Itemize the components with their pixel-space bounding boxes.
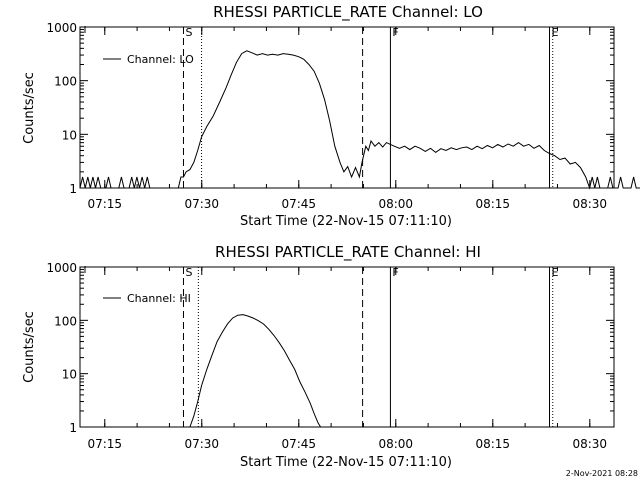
y-axis-label: Counts/sec [22, 311, 37, 383]
series-line [79, 50, 640, 190]
timestamp: 2-Nov-2021 08:28 [566, 469, 638, 478]
y-tick-label: 100 [54, 75, 77, 89]
event-marker-label: F [392, 266, 398, 279]
x-tick-label: 08:30 [572, 197, 607, 211]
legend-label: Channel: HI [127, 292, 191, 305]
x-tick-label: 08:00 [378, 197, 413, 211]
y-axis-label: Counts/sec [22, 72, 37, 144]
series-line [189, 314, 322, 428]
x-tick-label: 07:15 [87, 197, 122, 211]
x-tick-label: 07:15 [87, 437, 122, 451]
event-marker-label: E [552, 26, 559, 39]
x-tick-label: 08:15 [475, 437, 510, 451]
x-tick-label: 08:15 [475, 197, 510, 211]
panel-hi: RHESSI PARTICLE_RATE Channel: HI Counts/… [22, 243, 615, 470]
event-marker-label: S [185, 26, 192, 39]
event-marker-label: E [552, 266, 559, 279]
x-tick-label: 08:00 [378, 437, 413, 451]
y-tick-label: 1000 [46, 261, 77, 275]
y-tick-label: 10 [62, 368, 77, 382]
x-tick-label: 07:30 [184, 197, 219, 211]
plot-frame [79, 266, 615, 428]
y-tick-label: 100 [54, 314, 77, 328]
x-tick-label: 07:30 [184, 437, 219, 451]
y-tick-label: 1 [69, 421, 77, 435]
event-marker-label: S [185, 266, 192, 279]
event-marker-label: F [392, 26, 398, 39]
x-axis-label: Start Time (22-Nov-15 07:11:10) [240, 455, 452, 470]
y-tick-label: 1000 [46, 21, 77, 35]
x-tick-label: 08:30 [572, 437, 607, 451]
panel-lo: RHESSI PARTICLE_RATE Channel: LO Counts/… [22, 3, 640, 229]
plot-frame [79, 26, 615, 189]
x-tick-label: 07:45 [281, 197, 316, 211]
legend-label: Channel: LO [127, 53, 194, 66]
y-tick-label: 10 [62, 128, 77, 142]
x-tick-label: 07:45 [281, 437, 316, 451]
x-axis-label: Start Time (22-Nov-15 07:11:10) [240, 214, 452, 229]
chart-title: RHESSI PARTICLE_RATE Channel: HI [215, 243, 481, 262]
y-tick-label: 1 [69, 182, 77, 196]
chart-title: RHESSI PARTICLE_RATE Channel: LO [213, 3, 483, 22]
